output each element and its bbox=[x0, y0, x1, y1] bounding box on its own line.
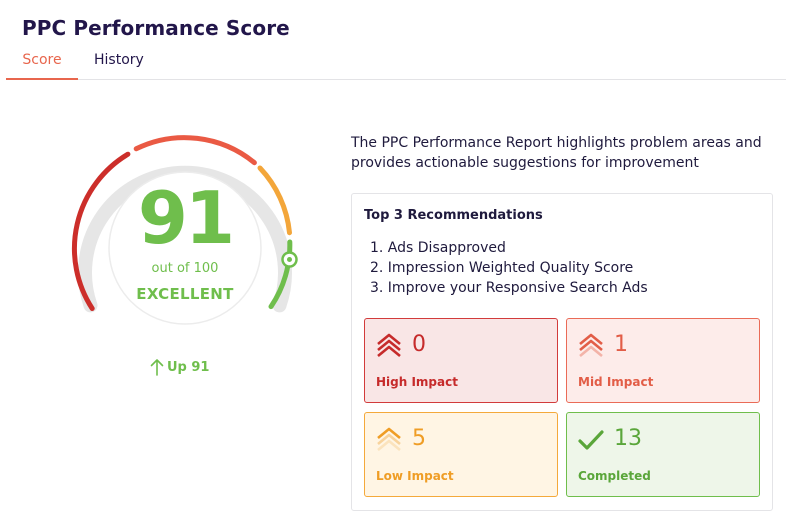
high-impact-label: High Impact bbox=[376, 375, 458, 389]
mid-impact-card[interactable]: 1 Mid Impact bbox=[566, 318, 760, 403]
score-grade: EXCELLENT bbox=[136, 285, 234, 303]
low-impact-count: 5 bbox=[412, 426, 426, 451]
score-max-text: out of 100 bbox=[151, 261, 219, 276]
arrow-up-icon bbox=[150, 359, 164, 376]
list-item[interactable]: 1. Ads Disapproved bbox=[370, 240, 506, 256]
recommendations-title: Top 3 Recommendations bbox=[364, 208, 543, 223]
score-trend: Up 91 bbox=[150, 358, 209, 376]
score-value: 91 bbox=[137, 176, 235, 260]
high-impact-card[interactable]: 0 High Impact bbox=[364, 318, 558, 403]
report-description: The PPC Performance Report highlights pr… bbox=[351, 135, 762, 171]
score-gauge: 91 out of 100 EXCELLENT bbox=[60, 125, 310, 325]
score-trend-label: Up 91 bbox=[167, 359, 210, 375]
mid-impact-count: 1 bbox=[614, 332, 628, 357]
chevron-up-icon bbox=[377, 427, 401, 452]
tab-score[interactable]: Score bbox=[6, 52, 78, 80]
mid-impact-label: Mid Impact bbox=[578, 375, 654, 389]
page-title: PPC Performance Score bbox=[22, 16, 290, 40]
low-impact-label: Low Impact bbox=[376, 469, 454, 483]
tab-history[interactable]: History bbox=[94, 52, 144, 68]
list-item[interactable]: 3. Improve your Responsive Search Ads bbox=[370, 280, 648, 296]
list-item[interactable]: 2. Impression Weighted Quality Score bbox=[370, 260, 634, 276]
recommendations-list: 1. Ads Disapproved 2. Impression Weighte… bbox=[370, 238, 648, 298]
checkmark-icon bbox=[578, 430, 604, 450]
recommendations-card: Top 3 Recommendations 1. Ads Disapproved… bbox=[351, 193, 773, 511]
triple-chevron-up-icon bbox=[377, 333, 401, 358]
tab-bar: Score History bbox=[6, 48, 786, 80]
double-chevron-up-icon bbox=[579, 333, 603, 358]
high-impact-count: 0 bbox=[412, 332, 426, 357]
low-impact-card[interactable]: 5 Low Impact bbox=[364, 412, 558, 497]
completed-card[interactable]: 13 Completed bbox=[566, 412, 760, 497]
gauge-arc bbox=[72, 135, 298, 325]
completed-count: 13 bbox=[614, 426, 642, 451]
completed-label: Completed bbox=[578, 469, 651, 483]
